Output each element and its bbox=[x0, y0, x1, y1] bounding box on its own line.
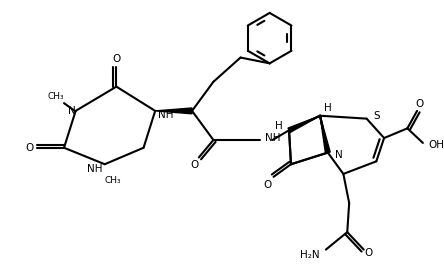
Text: NH: NH bbox=[87, 164, 103, 174]
Text: NH: NH bbox=[158, 110, 174, 120]
Text: O: O bbox=[365, 249, 373, 258]
Text: O: O bbox=[264, 180, 272, 190]
Text: CH₃: CH₃ bbox=[105, 176, 121, 185]
Text: O: O bbox=[416, 99, 424, 109]
Text: H₂N: H₂N bbox=[301, 251, 320, 260]
Text: O: O bbox=[25, 143, 33, 153]
Text: O: O bbox=[191, 160, 199, 170]
Text: CH₃: CH₃ bbox=[48, 92, 64, 101]
Text: OH: OH bbox=[429, 140, 444, 150]
Text: H: H bbox=[274, 121, 282, 131]
Polygon shape bbox=[288, 116, 320, 133]
Text: S: S bbox=[373, 111, 380, 121]
Text: H: H bbox=[324, 103, 332, 113]
Text: N: N bbox=[68, 106, 75, 116]
Polygon shape bbox=[320, 116, 330, 153]
Text: O: O bbox=[112, 54, 120, 64]
Polygon shape bbox=[155, 108, 192, 114]
Text: N: N bbox=[335, 150, 342, 160]
Text: NH: NH bbox=[265, 133, 280, 143]
